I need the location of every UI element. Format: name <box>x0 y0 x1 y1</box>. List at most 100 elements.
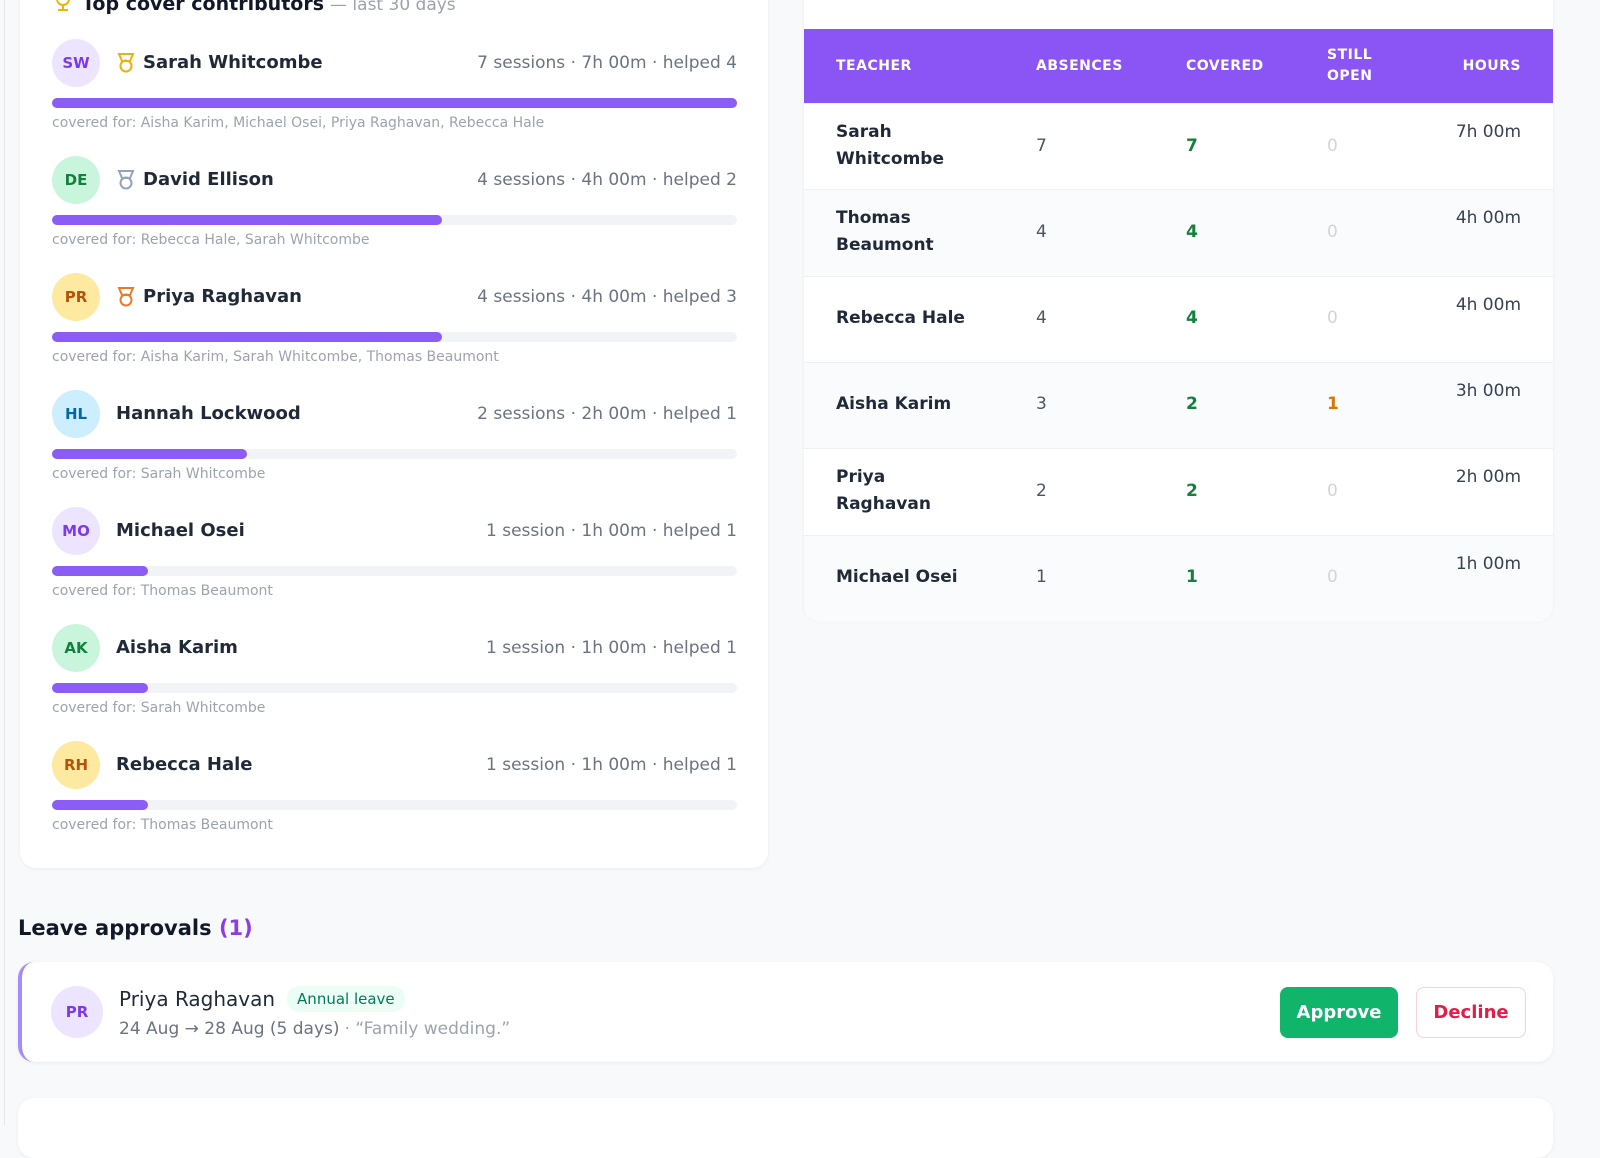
absences: 4 <box>1036 308 1047 329</box>
trophy-icon <box>56 0 70 11</box>
page: {"contributors": {"title": "Top cover co… <box>4 0 1553 1125</box>
leave-note: · “Family wedding.” <box>344 1019 511 1039</box>
still-open: 0 <box>1327 480 1338 501</box>
still-open: 0 <box>1327 308 1338 329</box>
contributor-name: Michael Osei <box>116 520 245 541</box>
progress-bar <box>52 449 248 459</box>
covered-for: covered for: Aisha Karim, Michael Osei, … <box>52 115 545 131</box>
hours: 2h 00m <box>1455 467 1521 488</box>
hours: 1h 00m <box>1455 553 1521 574</box>
table-row <box>804 275 1553 363</box>
avatar: SW <box>52 39 100 87</box>
leave-heading: Leave approvals (1) <box>18 916 253 940</box>
contributor-stats: 7 sessions · 7h 00m · helped 4 <box>477 53 737 73</box>
avatar: HL <box>52 390 100 438</box>
hours: 7h 00m <box>1455 122 1521 142</box>
contributor-stats: 2 sessions · 2h 00m · helped 1 <box>477 404 737 424</box>
progress-bar <box>52 566 148 576</box>
leave-type: Annual leave <box>287 986 405 1012</box>
absences: 4 <box>1036 221 1047 242</box>
teacher-name: Priya Raghavan <box>836 467 931 515</box>
contributor-name: Rebecca Hale <box>116 754 253 775</box>
contributor-stats: 1 session · 1h 00m · helped 1 <box>486 521 737 541</box>
column-header: STILL OPEN <box>1327 47 1373 84</box>
leave-count: (1) <box>218 916 253 940</box>
contributor-stats: 1 session · 1h 00m · helped 1 <box>486 755 737 775</box>
covered-for: covered for: Thomas Beaumont <box>52 583 273 599</box>
approve-button[interactable]: Approve <box>1280 987 1398 1038</box>
contributors-card <box>20 0 768 868</box>
progress-track <box>52 566 737 576</box>
covered-for: covered for: Rebecca Hale, Sarah Whitcom… <box>52 232 370 248</box>
progress-track <box>52 449 737 459</box>
leave-title: Leave approvals <box>18 916 212 940</box>
contributor-stats: 4 sessions · 4h 00m · helped 2 <box>477 170 737 190</box>
next-card <box>18 1098 1553 1158</box>
hours: 4h 00m <box>1455 294 1521 315</box>
progress-bar <box>52 98 737 108</box>
still-open: 0 <box>1327 567 1338 587</box>
requester-name-text: Priya Raghavan <box>119 987 276 1011</box>
column-header: COVERED <box>1186 58 1264 74</box>
avatar: PR <box>52 273 100 321</box>
avatar: RH <box>52 741 100 789</box>
absences: 3 <box>1036 394 1047 415</box>
covered: 2 <box>1186 480 1198 501</box>
contributors-heading: Top cover contributors — last 30 days <box>52 0 456 15</box>
avatar: AK <box>52 624 100 672</box>
page-edge <box>4 0 5 1125</box>
teacher-name: Michael Osei <box>836 567 958 587</box>
absences: 1 <box>1036 567 1047 587</box>
requester-name: Priya Raghavan Annual leave <box>119 986 405 1012</box>
hours: 4h 00m <box>1455 208 1521 229</box>
column-header: HOURS <box>1462 58 1521 74</box>
contributor-name: Aisha Karim <box>116 637 238 658</box>
medal-svg <box>117 170 135 190</box>
covered-for: covered for: Sarah Whitcombe <box>52 466 266 482</box>
contributor-stats: 1 session · 1h 00m · helped 1 <box>486 638 737 658</box>
progress-bar <box>52 683 148 693</box>
leave-dates: 24 Aug → 28 Aug (5 days) <box>119 1019 340 1039</box>
avatar: MO <box>52 507 100 555</box>
teacher-name: Aisha Karim <box>836 394 952 415</box>
covered: 4 <box>1186 308 1198 329</box>
table-row <box>804 534 1553 622</box>
contributor-name: Sarah Whitcombe <box>143 52 323 73</box>
covered: 7 <box>1186 135 1198 156</box>
teacher-name: Rebecca Hale <box>836 308 965 329</box>
decline-button[interactable]: Decline <box>1416 987 1526 1038</box>
medal-icon <box>116 52 136 74</box>
progress-track <box>52 98 737 108</box>
progress-bar <box>52 332 443 342</box>
teacher-name: Sarah Whitcombe <box>836 122 944 169</box>
contributors-title: Top cover contributors <box>82 0 325 15</box>
still-open: 0 <box>1327 221 1338 242</box>
absences: 2 <box>1036 480 1047 501</box>
covered: 2 <box>1186 394 1198 415</box>
medal-icon <box>116 286 136 308</box>
table-header <box>804 29 1553 103</box>
absences: 7 <box>1036 135 1047 156</box>
teacher-name: Thomas Beaumont <box>836 208 934 256</box>
covered: 4 <box>1186 221 1198 242</box>
progress-track <box>52 215 737 225</box>
covered: 1 <box>1186 567 1198 587</box>
covered-for: covered for: Aisha Karim, Sarah Whitcomb… <box>52 349 499 365</box>
still-open: 0 <box>1327 135 1338 156</box>
covered-for: covered for: Thomas Beaumont <box>52 817 273 833</box>
table-row <box>804 103 1553 190</box>
table-row <box>804 448 1553 536</box>
progress-track <box>52 332 737 342</box>
progress-track <box>52 800 737 810</box>
avatar: PR <box>51 986 103 1038</box>
hours: 3h 00m <box>1455 380 1521 401</box>
contributor-name: David Ellison <box>143 169 274 190</box>
progress-bar <box>52 800 148 810</box>
leave-details: 24 Aug → 28 Aug (5 days) · “Family weddin… <box>119 1017 510 1041</box>
table-row <box>804 361 1553 449</box>
covered-for: covered for: Sarah Whitcombe <box>52 700 266 716</box>
still-open: 1 <box>1327 394 1339 415</box>
avatar: DE <box>52 156 100 204</box>
column-header: TEACHER <box>836 58 912 74</box>
medal-svg <box>117 287 135 307</box>
